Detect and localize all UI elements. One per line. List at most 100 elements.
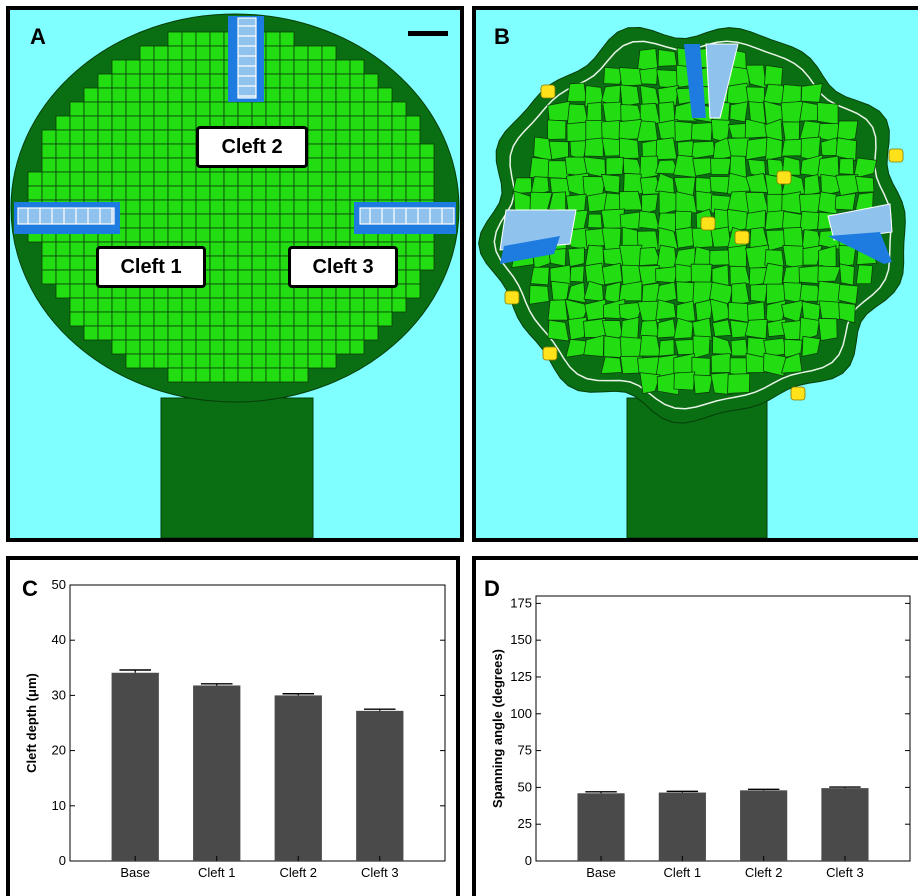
- lattice-cell: [335, 143, 351, 159]
- lattice-cell: [391, 115, 407, 131]
- lattice-cell: [265, 31, 281, 47]
- lattice-cell: [181, 59, 197, 75]
- lattice-cell: [97, 297, 113, 313]
- y-tick-label: 25: [518, 816, 532, 831]
- cleft-1-inner: [17, 207, 115, 225]
- lattice-cell: [139, 101, 155, 117]
- simulation-cell: [745, 64, 767, 89]
- lattice-cell: [321, 213, 337, 229]
- panel-b-simulation: B: [472, 6, 918, 542]
- lattice-cell: [195, 101, 211, 117]
- lattice-cell: [41, 241, 57, 257]
- lattice-cell: [265, 283, 281, 299]
- simulation-cell: [658, 339, 675, 357]
- lattice-cell: [363, 129, 379, 145]
- lattice-cell: [265, 45, 281, 61]
- lattice-cell: [69, 171, 85, 187]
- y-tick-label: 100: [510, 706, 532, 721]
- lattice-cell: [125, 185, 141, 201]
- lattice-cell: [237, 101, 253, 117]
- lattice-cell: [125, 227, 141, 243]
- lattice-cell: [139, 115, 155, 131]
- y-tick-label: 150: [510, 632, 532, 647]
- lattice-cell: [69, 185, 85, 201]
- simulation-cell: [692, 335, 711, 359]
- bar: [821, 788, 869, 861]
- lattice-cell: [181, 227, 197, 243]
- panel-d-letter: D: [484, 576, 500, 601]
- lattice-cell: [125, 325, 141, 341]
- lattice-cell: [349, 87, 365, 103]
- simulation-cell: [619, 190, 643, 211]
- lattice-cell: [321, 101, 337, 117]
- simulation-cell: [710, 352, 734, 374]
- scale-bar: [408, 31, 448, 36]
- lattice-cell: [97, 115, 113, 131]
- lattice-cell: [153, 59, 169, 75]
- lattice-cell: [335, 171, 351, 187]
- simulation-cell: [710, 372, 732, 396]
- lattice-cell: [167, 157, 183, 173]
- lattice-cell: [167, 213, 183, 229]
- lattice-cell: [265, 269, 281, 285]
- simulation-cell: [837, 284, 859, 305]
- x-tick-label: Cleft 1: [198, 865, 236, 880]
- lattice-cell: [307, 199, 323, 215]
- simulation-cell: [641, 193, 659, 216]
- simulation-cell: [673, 371, 696, 391]
- lattice-cell: [223, 297, 239, 313]
- lattice-cell: [125, 143, 141, 159]
- lattice-cell: [97, 311, 113, 327]
- lattice-cell: [307, 101, 323, 117]
- lattice-cell: [237, 325, 253, 341]
- lattice-cell: [209, 255, 225, 271]
- lattice-cell: [377, 87, 393, 103]
- lattice-cell: [265, 87, 281, 103]
- cleft-depth-chart: 0 10 20 30 40 50 Base Cleft 1 Cleft 2 Cleft 3 Clef…: [24, 577, 446, 880]
- lattice-cell: [279, 185, 295, 201]
- lattice-cell: [321, 157, 337, 173]
- lattice-cell: [335, 115, 351, 131]
- lattice-cell: [209, 227, 225, 243]
- lattice-cell: [265, 241, 281, 257]
- lattice-cell: [153, 115, 169, 131]
- lattice-cell: [55, 269, 71, 285]
- lattice-cell: [363, 73, 379, 89]
- lattice-cell: [223, 199, 239, 215]
- lattice-cell: [125, 171, 141, 187]
- lattice-cell: [405, 157, 421, 173]
- lattice-cell: [307, 45, 323, 61]
- lattice-cell: [111, 185, 127, 201]
- lattice-cell: [139, 339, 155, 355]
- simulation-cell: [673, 317, 694, 340]
- lattice-cell: [125, 87, 141, 103]
- simulation-cell: [854, 175, 875, 193]
- lattice-cell: [349, 325, 365, 341]
- lattice-cell: [265, 171, 281, 187]
- lattice-cell: [223, 241, 239, 257]
- lattice-cell: [265, 339, 281, 355]
- lattice-cell: [97, 185, 113, 201]
- lattice-cell: [83, 325, 99, 341]
- lattice-cell: [181, 353, 197, 369]
- lattice-cell: [279, 325, 295, 341]
- y-tick-label: 0: [59, 853, 66, 868]
- lattice-cell: [335, 157, 351, 173]
- lattice-cell: [307, 73, 323, 89]
- lattice-cell: [279, 227, 295, 243]
- y-tick-label: 20: [52, 743, 66, 758]
- cleft-2-channel: [684, 44, 706, 118]
- simulation-cell: [782, 244, 804, 270]
- lattice-cell: [125, 311, 141, 327]
- lattice-cell: [237, 339, 253, 355]
- lattice-cell: [237, 367, 253, 383]
- lattice-cell: [349, 59, 365, 75]
- simulation-cell: [709, 157, 732, 175]
- lattice-cell: [251, 213, 267, 229]
- lattice-cell: [69, 157, 85, 173]
- lattice-cell: [223, 325, 239, 341]
- simulation-cell: [730, 338, 749, 357]
- lattice-cell: [139, 325, 155, 341]
- lattice-cell: [181, 101, 197, 117]
- lattice-cell: [167, 143, 183, 159]
